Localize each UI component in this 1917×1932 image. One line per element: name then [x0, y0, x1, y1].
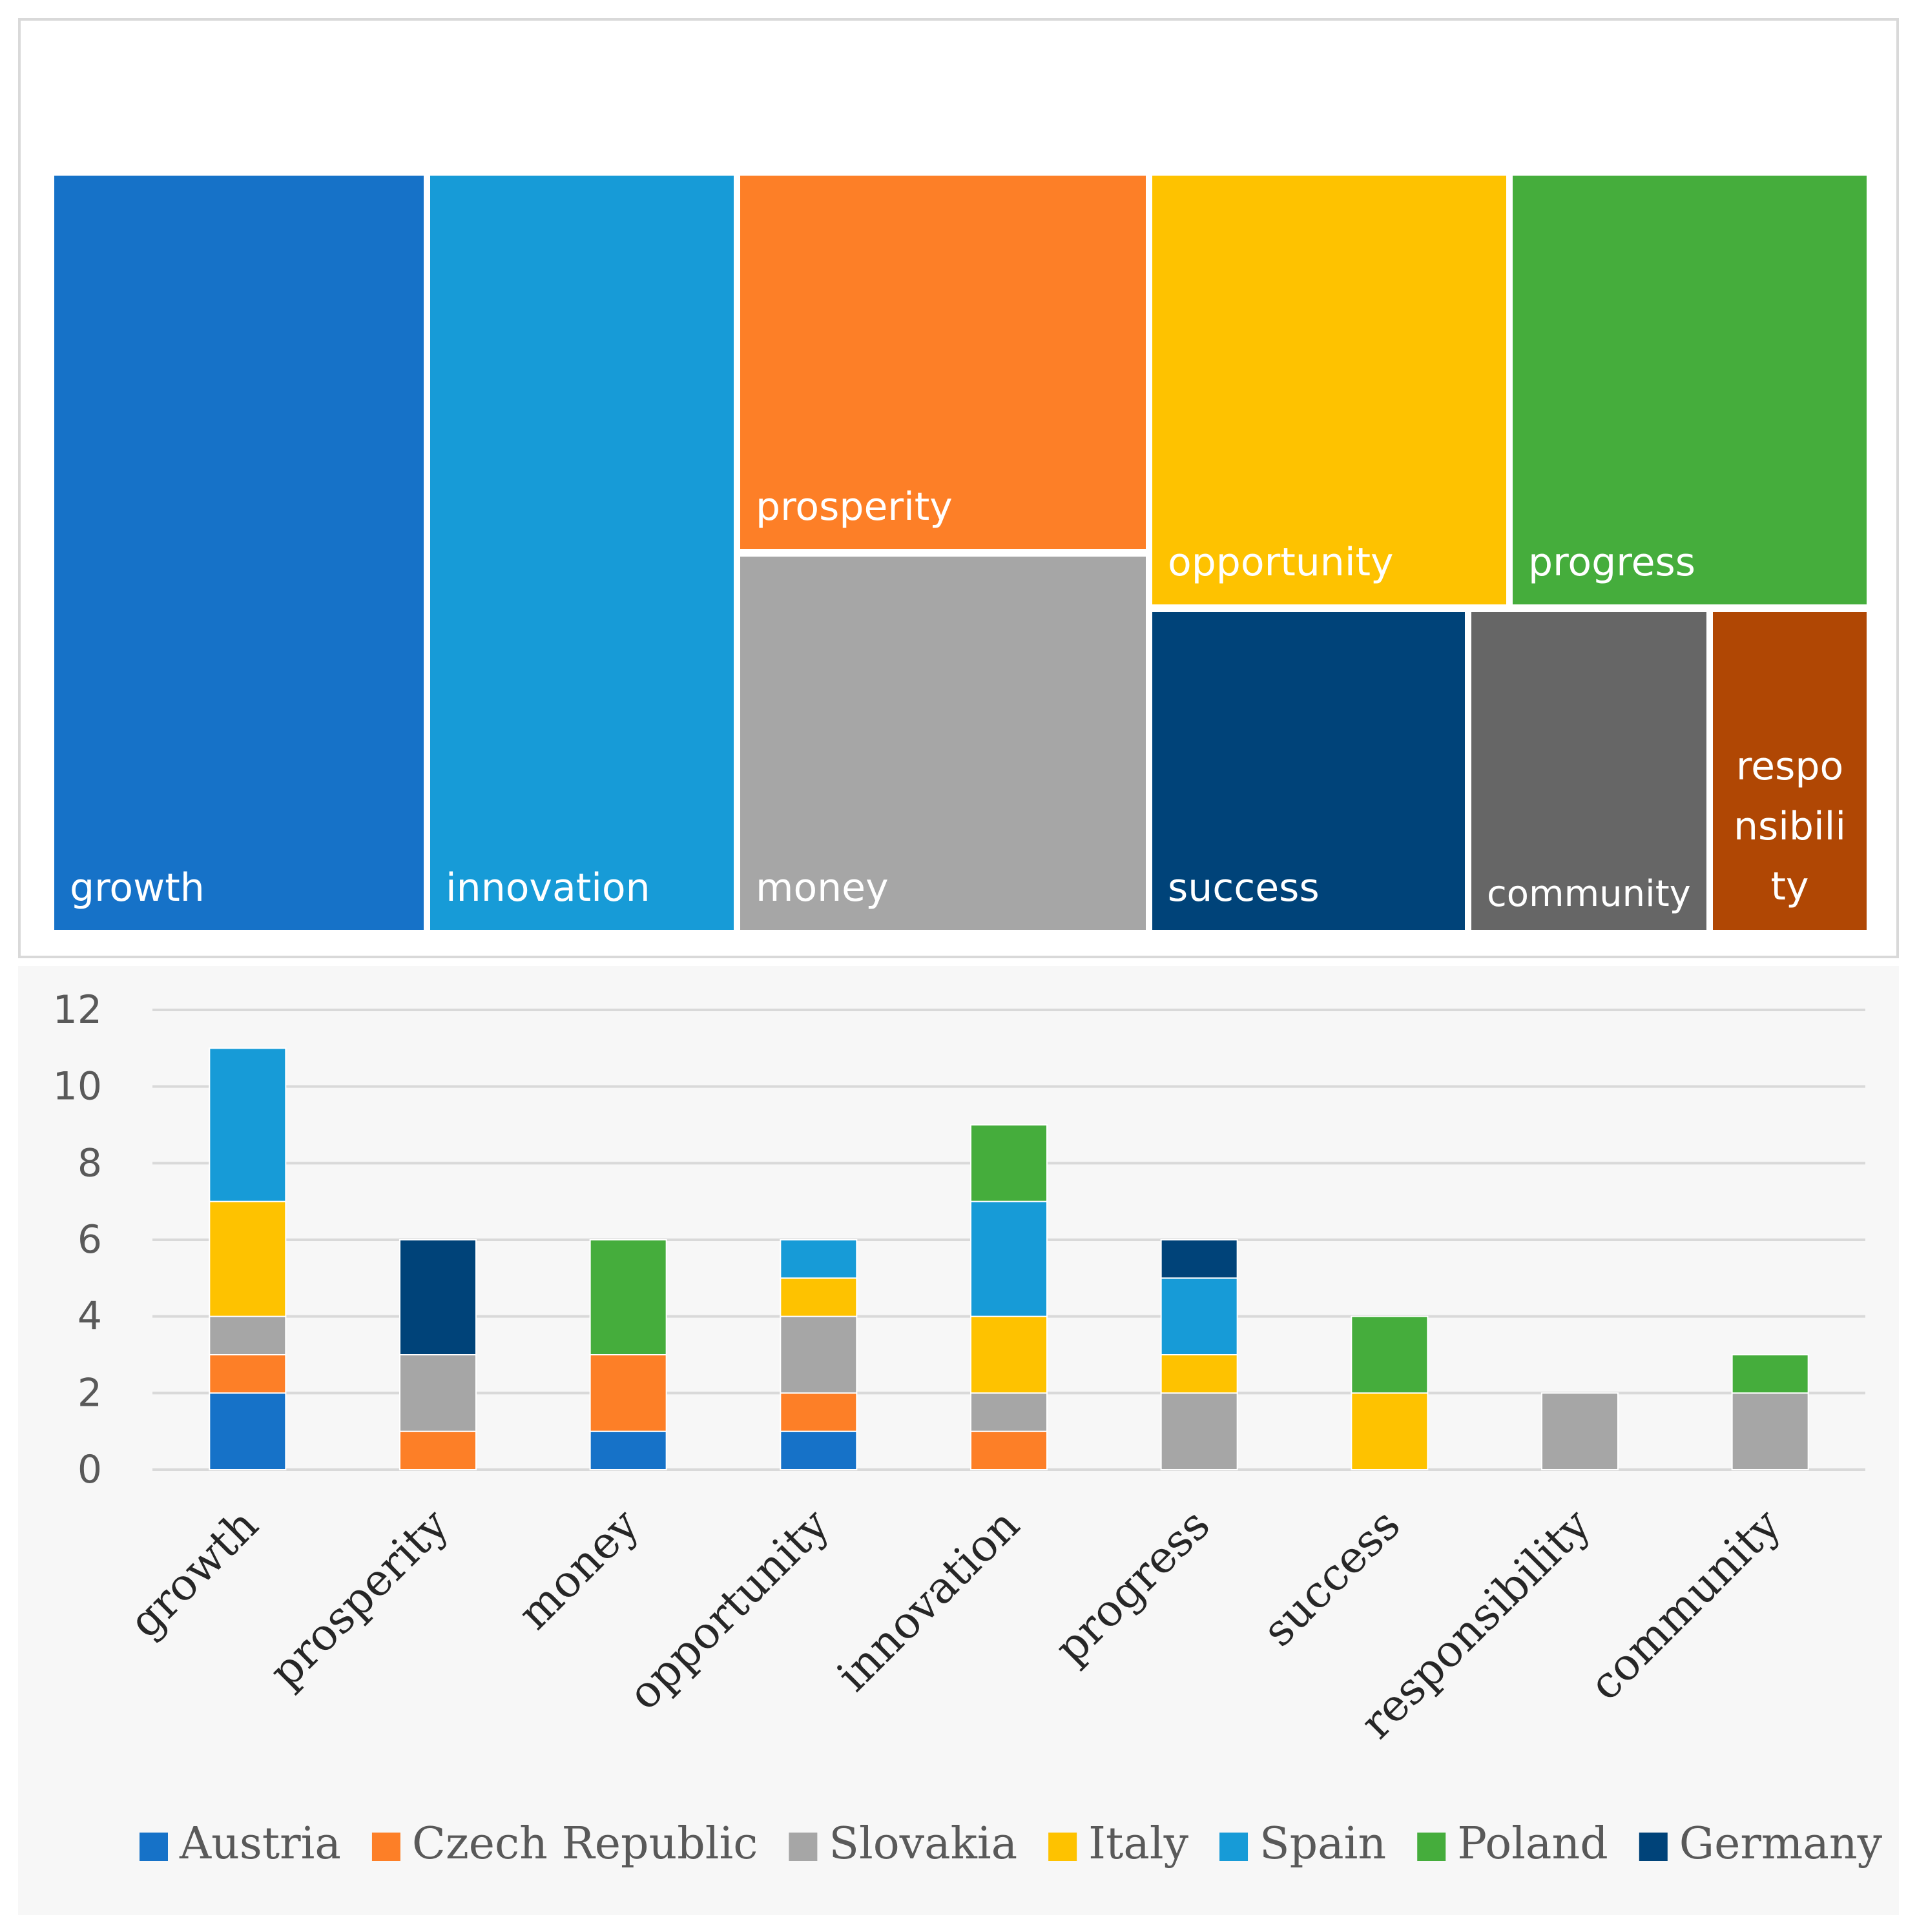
x-tick-label: growth — [119, 1499, 268, 1648]
tile-money: money — [740, 557, 1146, 930]
bar-segment-poland — [1731, 1354, 1809, 1394]
bar-segment-slovakia — [399, 1354, 477, 1432]
bar-chart-panel: 0 2 4 6 8 10 12 growth prosperity money opportuni… — [18, 966, 1899, 1915]
bar-segment-poland — [589, 1239, 667, 1355]
x-tick-label: opportunity — [619, 1499, 840, 1720]
y-tick-label: 2 — [78, 1370, 102, 1415]
bar-segment-italy — [970, 1315, 1048, 1394]
bar-segment-czech-republic — [399, 1430, 477, 1471]
x-tick-label: prosperity — [260, 1499, 459, 1698]
tile-progress: progress — [1513, 176, 1867, 604]
tile-innovation: innovation — [430, 176, 734, 930]
y-axis-ticks: 0 2 4 6 8 10 12 — [53, 987, 102, 1492]
legend-swatch — [1048, 1833, 1077, 1861]
legend-label: Germany — [1679, 1818, 1883, 1869]
bars — [209, 1047, 1809, 1471]
y-tick-label: 6 — [78, 1217, 102, 1262]
legend-label: Czech Republic — [412, 1818, 758, 1869]
tile-prosperity: prosperity — [740, 176, 1146, 549]
legend: Austria Czech Republic Slovakia Italy Spain P… — [140, 1818, 1883, 1869]
x-tick-label: money — [509, 1499, 649, 1639]
y-tick-label: 10 — [53, 1064, 102, 1109]
tile-label-prosperity: prosperity — [756, 484, 953, 529]
legend-swatch — [789, 1833, 818, 1861]
bar-segment-italy — [1160, 1354, 1238, 1394]
tile-label-growth: growth — [70, 865, 205, 910]
tile-label-innovation: innovation — [446, 865, 650, 910]
tile-label-opportunity: opportunity — [1168, 540, 1394, 585]
bar-segment-czech-republic — [780, 1392, 858, 1432]
tile-label-progress: progress — [1528, 540, 1696, 585]
bar-segment-czech-republic — [209, 1354, 287, 1394]
bar-segment-czech-republic — [970, 1430, 1048, 1471]
tile-success: success — [1152, 612, 1465, 930]
bar-segment-spain — [1160, 1277, 1238, 1356]
x-tick-label: community — [1580, 1499, 1791, 1711]
legend-label: Slovakia — [829, 1818, 1017, 1869]
x-tick-label: progress — [1046, 1499, 1220, 1674]
treemap-panel: growth innovation prosperity money oppor… — [18, 18, 1899, 958]
y-tick-label: 4 — [78, 1294, 102, 1339]
x-tick-label: innovation — [827, 1499, 1030, 1701]
legend-label: Italy — [1088, 1818, 1188, 1869]
legend-label: Austria — [179, 1818, 341, 1869]
legend-swatch — [1417, 1833, 1446, 1861]
bar-segment-austria — [589, 1430, 667, 1471]
bar-segment-slovakia — [1541, 1392, 1619, 1470]
x-tick-label: success — [1253, 1499, 1410, 1656]
bar-segment-poland — [970, 1124, 1048, 1202]
bar-segment-spain — [970, 1200, 1048, 1317]
tile-label-community: community — [1487, 873, 1691, 916]
legend-swatch — [371, 1833, 400, 1861]
tile-opportunity: opportunity — [1152, 176, 1506, 604]
bar-segment-germany — [1160, 1239, 1238, 1279]
bar-segment-czech-republic — [589, 1354, 667, 1432]
bar-segment-slovakia — [970, 1392, 1048, 1432]
bar-segment-italy — [780, 1277, 858, 1317]
legend-label: Spain — [1259, 1818, 1386, 1869]
bar-segment-slovakia — [209, 1315, 287, 1356]
bar-segment-germany — [399, 1239, 477, 1355]
tile-responsibility: respo nsibili ty — [1713, 612, 1867, 930]
bar-segment-slovakia — [1731, 1392, 1809, 1470]
y-tick-label: 8 — [78, 1140, 102, 1186]
legend-swatch — [1219, 1833, 1249, 1861]
bar-segment-italy — [209, 1200, 287, 1317]
bar-segment-poland — [1351, 1315, 1429, 1394]
tile-label-responsibility: respo nsibili ty — [1733, 744, 1847, 909]
bar-segment-austria — [209, 1392, 287, 1470]
legend-swatch — [1639, 1833, 1668, 1861]
legend-label: Poland — [1457, 1818, 1608, 1869]
tile-community: community — [1471, 612, 1706, 930]
bar-segment-austria — [780, 1430, 858, 1471]
bar-segment-spain — [780, 1239, 858, 1279]
bar-segment-slovakia — [780, 1315, 858, 1394]
bar-segment-spain — [209, 1047, 287, 1202]
legend-swatch — [140, 1833, 168, 1861]
bar-segment-italy — [1351, 1392, 1429, 1470]
tile-label-success: success — [1168, 865, 1320, 910]
y-tick-label: 12 — [53, 987, 102, 1033]
tile-label-money: money — [756, 865, 889, 910]
bar-segment-slovakia — [1160, 1392, 1238, 1470]
tile-growth: growth — [54, 176, 424, 930]
y-tick-label: 0 — [78, 1447, 102, 1492]
